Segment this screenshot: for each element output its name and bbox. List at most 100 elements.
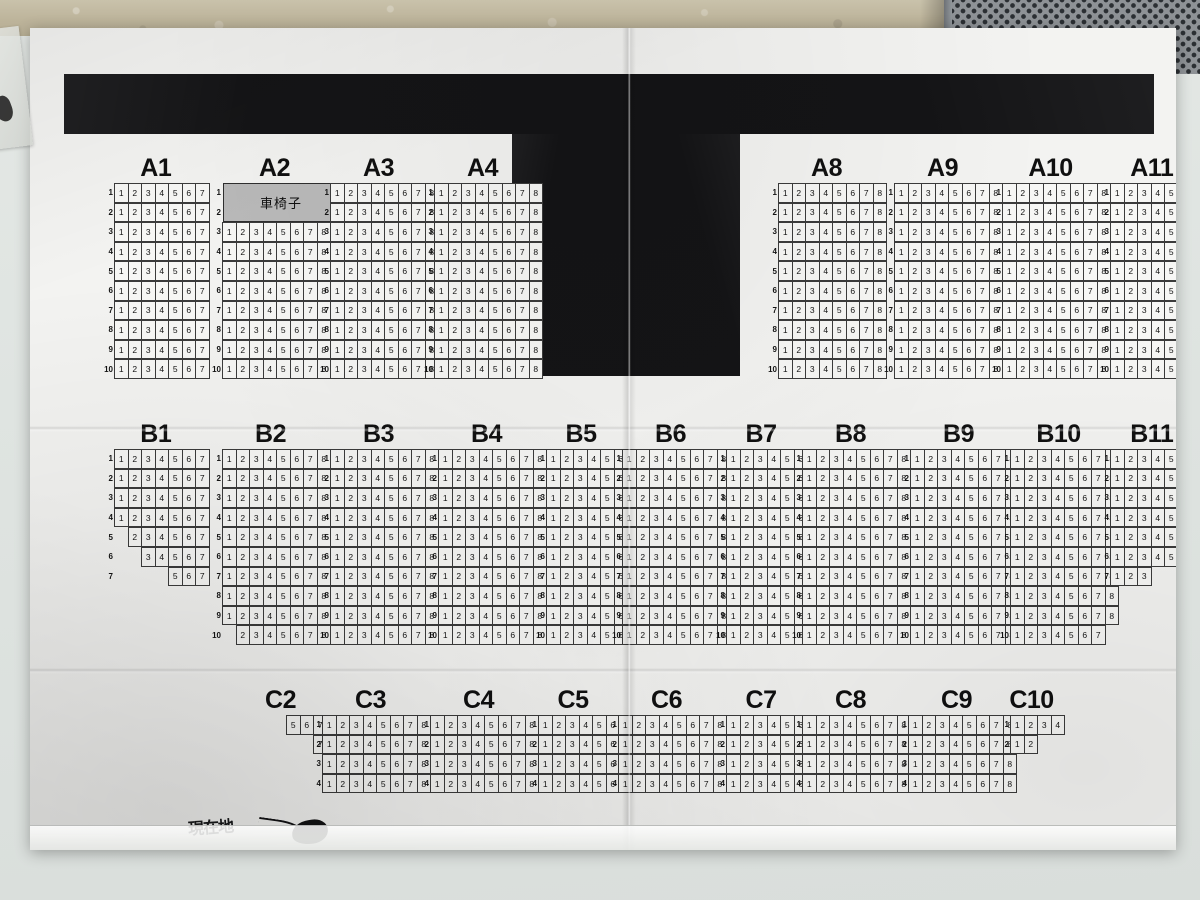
seat[interactable]: 2 [907, 202, 922, 223]
seat[interactable]: 6 [977, 605, 992, 626]
seat[interactable]: 2 [635, 527, 650, 547]
seat[interactable]: 6 [505, 546, 520, 567]
seat[interactable]: 7 [975, 183, 990, 203]
seat[interactable]: 7 [699, 773, 714, 794]
seat[interactable]: 1 [546, 586, 561, 606]
seat[interactable]: 3 [805, 241, 820, 262]
seat[interactable]: 6 [689, 625, 704, 645]
seat[interactable]: 5 [384, 300, 399, 321]
seat[interactable]: 5 [832, 202, 847, 223]
seat[interactable]: 1 [438, 527, 453, 547]
seat[interactable]: 1 [330, 359, 345, 379]
seat[interactable]: 1 [330, 339, 345, 360]
seat[interactable]: 6 [961, 241, 976, 262]
seat[interactable]: 5 [168, 507, 183, 528]
seat[interactable]: 6 [397, 222, 412, 242]
seat[interactable]: 7 [1091, 586, 1106, 606]
seat[interactable]: 6 [961, 339, 976, 360]
seat[interactable]: 4 [154, 241, 169, 262]
seat[interactable]: 3 [645, 734, 660, 755]
seat[interactable]: 1 [1110, 449, 1125, 469]
seat[interactable]: 6 [977, 488, 992, 508]
seat[interactable]: 3 [1137, 300, 1152, 321]
seat[interactable]: 7 [195, 566, 210, 587]
seat[interactable]: 6 [289, 339, 304, 360]
seat[interactable]: 5 [488, 359, 503, 379]
seat[interactable]: 7 [883, 625, 898, 645]
seat[interactable]: 6 [505, 566, 520, 587]
seat[interactable]: 4 [766, 546, 781, 567]
seat[interactable]: 2 [907, 280, 922, 301]
seat[interactable]: 3 [1037, 715, 1052, 735]
seat[interactable]: 1 [910, 507, 925, 528]
seat[interactable]: 4 [370, 280, 385, 301]
seat[interactable]: 3 [829, 488, 844, 508]
seat[interactable]: 2 [791, 339, 806, 360]
seat[interactable]: 4 [586, 586, 601, 606]
seat[interactable]: 4 [370, 449, 385, 469]
seat[interactable]: 6 [505, 449, 520, 469]
seat[interactable]: 7 [195, 280, 210, 301]
seat[interactable]: 3 [829, 715, 844, 735]
seat[interactable]: 4 [262, 566, 277, 587]
seat[interactable]: 1 [910, 488, 925, 508]
seat[interactable]: 3 [937, 468, 952, 489]
seat[interactable]: 5 [1056, 280, 1071, 301]
seat[interactable]: 4 [578, 773, 593, 794]
seat[interactable]: 4 [766, 527, 781, 547]
seat[interactable]: 5 [384, 507, 399, 528]
seat[interactable]: 6 [975, 754, 990, 774]
seat[interactable]: 6 [389, 715, 404, 735]
seat[interactable]: 4 [662, 605, 677, 626]
seat[interactable]: 2 [815, 468, 830, 489]
seat[interactable]: 7 [1083, 320, 1098, 340]
seat[interactable]: 8 [424, 507, 439, 528]
seat[interactable]: 8 [872, 241, 887, 262]
seat[interactable]: 6 [289, 261, 304, 281]
seat[interactable]: 6 [501, 241, 516, 262]
seat[interactable]: 5 [168, 320, 183, 340]
seat[interactable]: 4 [842, 754, 857, 774]
seat[interactable]: 1 [622, 546, 637, 567]
seat[interactable]: 3 [461, 359, 476, 379]
seat[interactable]: 5 [856, 507, 871, 528]
seat[interactable]: 1 [726, 625, 741, 645]
seat[interactable]: 3 [1037, 468, 1052, 489]
seat[interactable]: 7 [195, 300, 210, 321]
seat[interactable]: 4 [154, 527, 169, 547]
seat[interactable]: 5 [856, 625, 871, 645]
seat[interactable]: 3 [1137, 527, 1152, 547]
seat[interactable]: 6 [1077, 605, 1092, 626]
seat[interactable]: 5 [384, 359, 399, 379]
seat[interactable]: 6 [289, 488, 304, 508]
seat[interactable]: 5 [488, 320, 503, 340]
seat[interactable]: 3 [1037, 625, 1052, 645]
seat[interactable]: 1 [726, 527, 741, 547]
seat[interactable]: 1 [1110, 241, 1125, 262]
seat[interactable]: 2 [447, 241, 462, 262]
seat[interactable]: 1 [222, 546, 237, 567]
seat[interactable]: 6 [961, 222, 976, 242]
seat[interactable]: 4 [662, 625, 677, 645]
seat[interactable]: 5 [1164, 241, 1176, 262]
seat[interactable]: 1 [1010, 586, 1025, 606]
seat[interactable]: 2 [815, 566, 830, 587]
seat[interactable]: 3 [1137, 202, 1152, 223]
seat[interactable]: 8 [872, 320, 887, 340]
seat[interactable]: 2 [791, 280, 806, 301]
seat[interactable]: 3 [753, 715, 768, 735]
seat[interactable]: 4 [934, 261, 949, 281]
seat[interactable]: 2 [127, 339, 142, 360]
seat[interactable]: 5 [276, 527, 291, 547]
seat[interactable]: 3 [1137, 566, 1152, 587]
seat[interactable]: 4 [842, 625, 857, 645]
seat[interactable]: 3 [249, 586, 264, 606]
seat[interactable]: 6 [689, 488, 704, 508]
seat[interactable]: 3 [457, 734, 472, 755]
seat[interactable]: 3 [573, 546, 588, 567]
seat[interactable]: 3 [1029, 320, 1044, 340]
seat[interactable]: 4 [262, 449, 277, 469]
seat[interactable]: 7 [303, 507, 318, 528]
seat[interactable]: 6 [961, 183, 976, 203]
seat[interactable]: 5 [168, 359, 183, 379]
